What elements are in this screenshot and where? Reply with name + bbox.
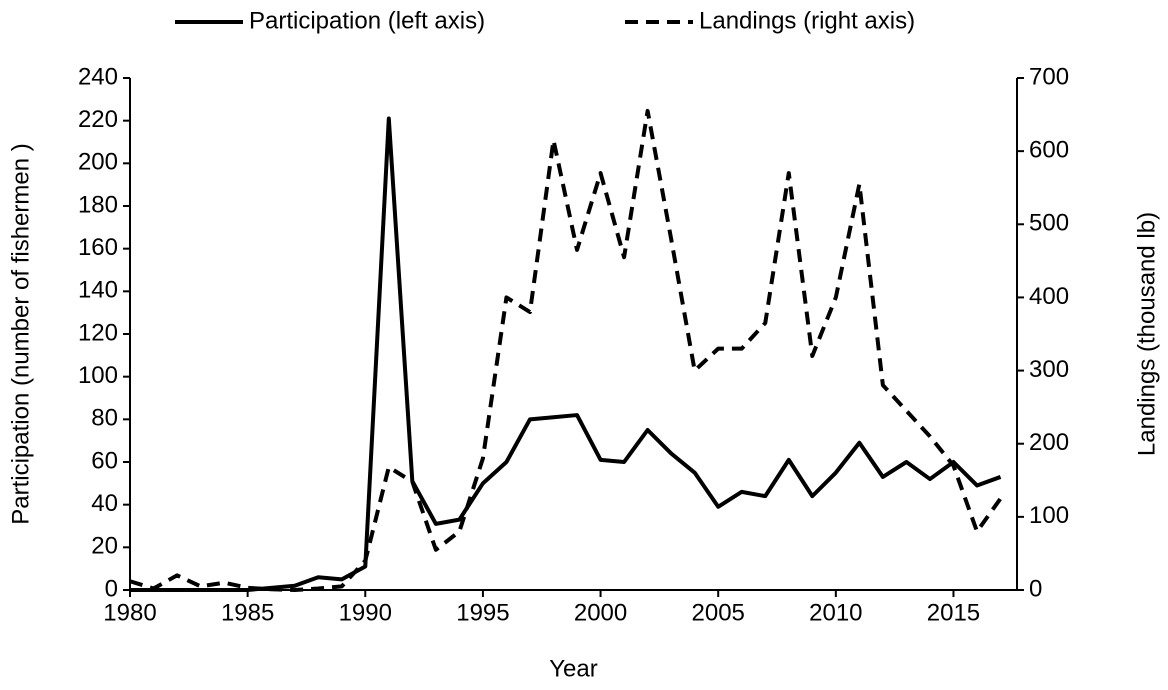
- y-tick-label: 240: [78, 63, 118, 90]
- legend-label: Participation (left axis): [249, 7, 485, 34]
- y2-tick-label: 200: [1029, 429, 1069, 456]
- x-tick-label: 2015: [927, 599, 980, 626]
- y-tick-label: 0: [105, 575, 118, 602]
- y2-tick-label: 700: [1029, 63, 1069, 90]
- legend-label: Landings (right axis): [699, 7, 915, 34]
- y-tick-label: 60: [91, 447, 118, 474]
- x-tick-label: 1985: [221, 599, 274, 626]
- y-axis-label: Participation (number of fishermen ): [7, 143, 34, 525]
- y-tick-label: 200: [78, 149, 118, 176]
- y-tick-label: 100: [78, 362, 118, 389]
- x-tick-label: 1980: [103, 599, 156, 626]
- x-axis-label: Year: [549, 655, 598, 682]
- y2-tick-label: 100: [1029, 502, 1069, 529]
- y-tick-label: 220: [78, 106, 118, 133]
- y-tick-label: 120: [78, 319, 118, 346]
- y-tick-label: 20: [91, 533, 118, 560]
- y2-tick-label: 300: [1029, 356, 1069, 383]
- y2-tick-label: 600: [1029, 136, 1069, 163]
- x-tick-label: 1990: [339, 599, 392, 626]
- y2-tick-label: 400: [1029, 283, 1069, 310]
- x-tick-label: 1995: [456, 599, 509, 626]
- y2-tick-label: 500: [1029, 210, 1069, 237]
- y-tick-label: 180: [78, 191, 118, 218]
- series-line: [129, 108, 1003, 592]
- y2-tick-label: 0: [1029, 575, 1042, 602]
- y-tick-label: 140: [78, 277, 118, 304]
- x-tick-label: 2000: [574, 599, 627, 626]
- y2-axis-label: Landings (thousand lb): [1133, 212, 1160, 456]
- y-tick-label: 160: [78, 234, 118, 261]
- y-tick-label: 40: [91, 490, 118, 517]
- x-tick-label: 2005: [692, 599, 745, 626]
- x-tick-label: 2010: [809, 599, 862, 626]
- y-tick-label: 80: [91, 405, 118, 432]
